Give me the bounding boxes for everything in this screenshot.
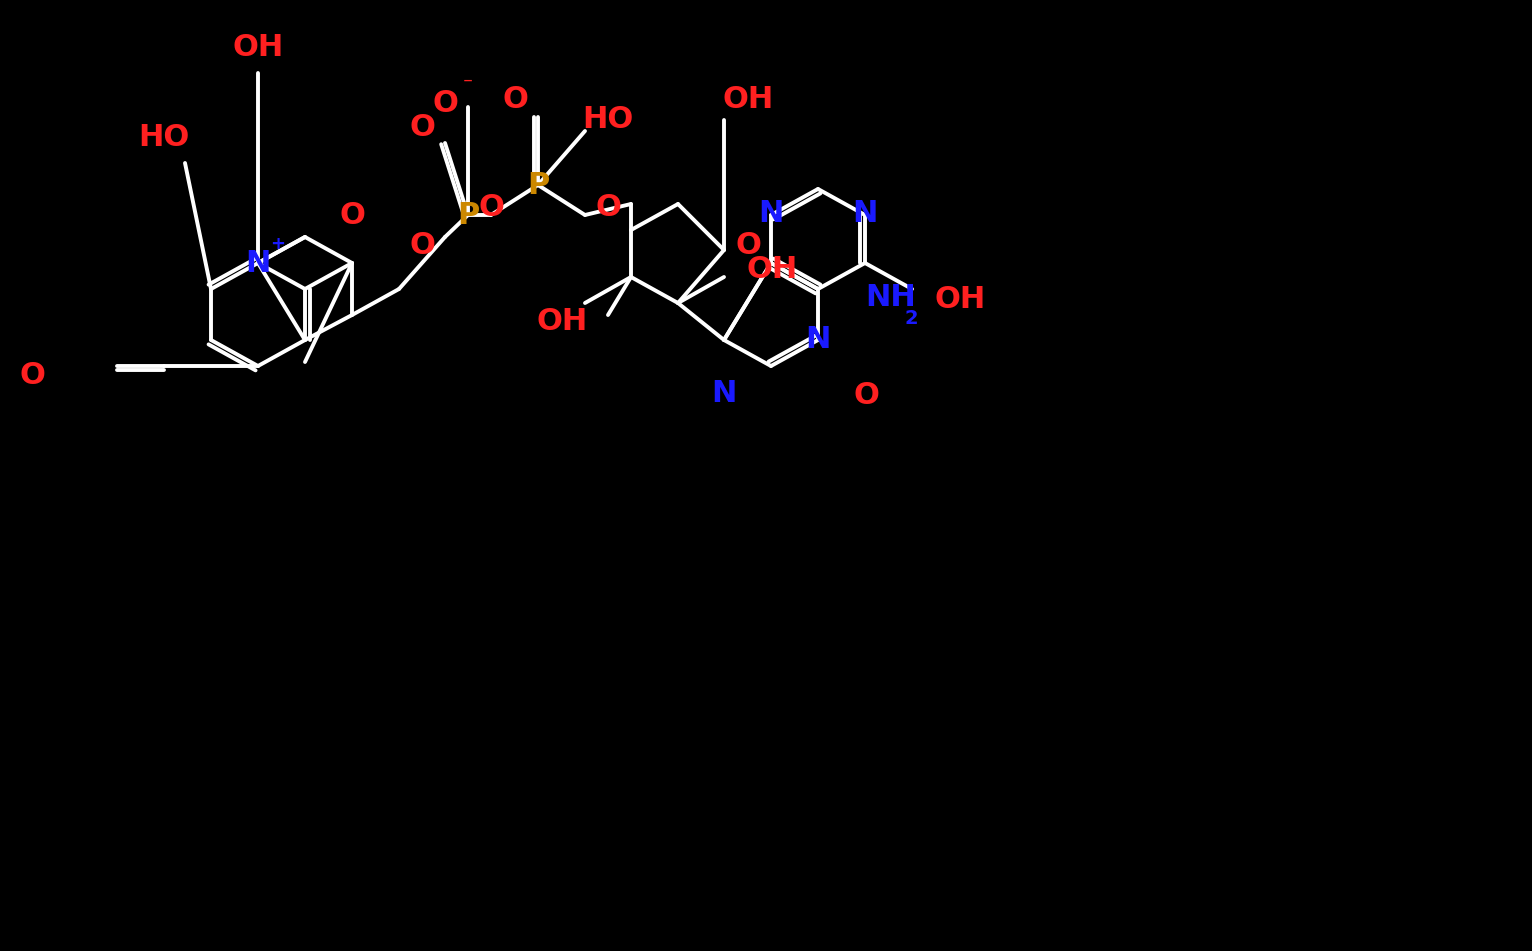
Text: O: O xyxy=(478,192,504,222)
Text: P: P xyxy=(457,201,480,229)
Text: O: O xyxy=(735,230,761,260)
Text: HO: HO xyxy=(582,106,634,134)
Text: N: N xyxy=(245,248,271,278)
Text: O: O xyxy=(432,88,458,118)
Text: O: O xyxy=(853,380,879,410)
Text: NH: NH xyxy=(866,282,916,312)
Text: N: N xyxy=(711,378,737,407)
Text: O: O xyxy=(18,361,44,391)
Text: O: O xyxy=(594,193,620,223)
Text: N: N xyxy=(758,199,784,227)
Text: 2: 2 xyxy=(905,308,919,327)
Text: O: O xyxy=(339,201,365,229)
Text: O: O xyxy=(502,86,529,114)
Text: OH: OH xyxy=(536,307,588,337)
Text: HO: HO xyxy=(138,124,190,152)
Text: O: O xyxy=(409,230,435,260)
Text: OH: OH xyxy=(233,32,283,62)
Text: OH: OH xyxy=(746,256,798,284)
Text: ⁻: ⁻ xyxy=(463,74,473,93)
Text: +: + xyxy=(271,235,285,253)
Text: N: N xyxy=(806,325,830,355)
Text: OH: OH xyxy=(723,86,774,114)
Text: N: N xyxy=(852,199,878,227)
Text: O: O xyxy=(409,113,435,143)
Text: OH: OH xyxy=(935,285,985,315)
Text: P: P xyxy=(527,170,548,200)
